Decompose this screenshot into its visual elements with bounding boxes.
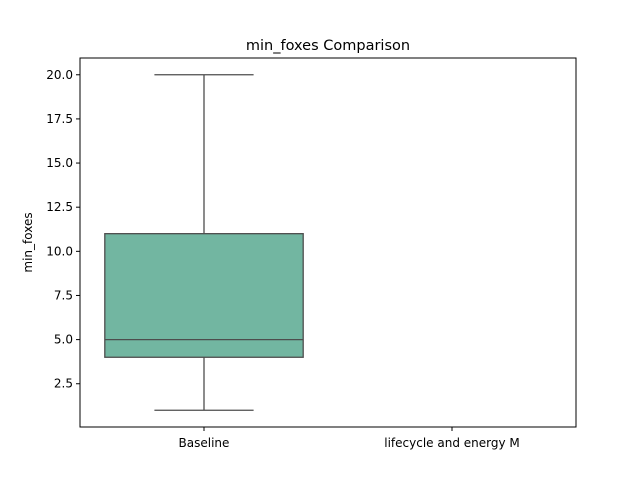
iqr-box [104, 233, 304, 358]
y-axis: 2.5 5.0 7.5 10.0 12.5 15.0 17.5 20.0 [46, 68, 80, 391]
x-tick-label: lifecycle and energy M [384, 436, 519, 450]
y-tick-label: 7.5 [54, 288, 73, 302]
y-axis-label: min_foxes [21, 212, 35, 272]
chart-title: min_foxes Comparison [246, 38, 410, 54]
plot-area [104, 74, 304, 411]
plot-frame [79, 57, 577, 428]
x-axis: Baseline lifecycle and energy M [179, 427, 520, 450]
y-tick-label: 2.5 [54, 377, 73, 391]
y-tick-label: 20.0 [46, 68, 73, 82]
y-tick-label: 12.5 [46, 200, 73, 214]
y-tick-label: 10.0 [46, 244, 73, 258]
y-tick-label: 15.0 [46, 156, 73, 170]
y-tick-label: 17.5 [46, 112, 73, 126]
x-tick-label: Baseline [179, 436, 230, 450]
box-group [104, 74, 304, 411]
y-tick-label: 5.0 [54, 333, 73, 347]
